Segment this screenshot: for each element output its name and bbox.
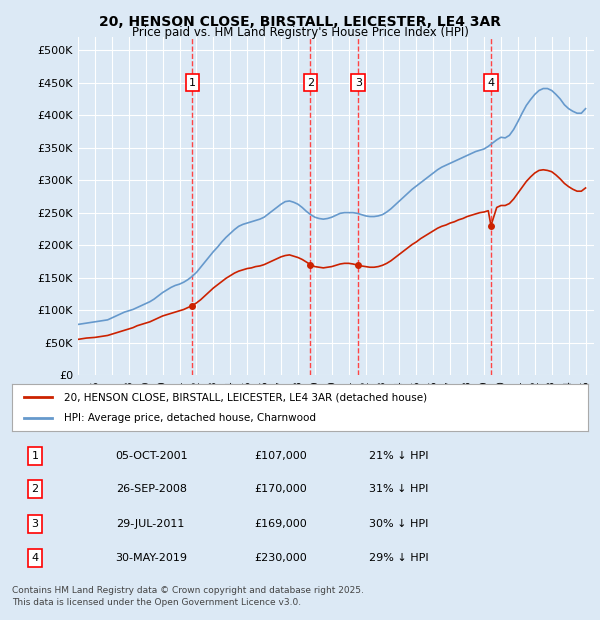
Text: 2: 2 bbox=[31, 484, 38, 494]
Text: 31% ↓ HPI: 31% ↓ HPI bbox=[369, 484, 428, 494]
Text: 30-MAY-2019: 30-MAY-2019 bbox=[116, 553, 188, 563]
Text: 05-OCT-2001: 05-OCT-2001 bbox=[116, 451, 188, 461]
Text: £169,000: £169,000 bbox=[254, 520, 307, 529]
Text: 29% ↓ HPI: 29% ↓ HPI bbox=[369, 553, 429, 563]
Text: 4: 4 bbox=[487, 78, 494, 87]
Text: Price paid vs. HM Land Registry's House Price Index (HPI): Price paid vs. HM Land Registry's House … bbox=[131, 26, 469, 39]
Text: HPI: Average price, detached house, Charnwood: HPI: Average price, detached house, Char… bbox=[64, 413, 316, 423]
Text: 20, HENSON CLOSE, BIRSTALL, LEICESTER, LE4 3AR: 20, HENSON CLOSE, BIRSTALL, LEICESTER, L… bbox=[99, 16, 501, 30]
Text: 3: 3 bbox=[355, 78, 362, 87]
Text: 30% ↓ HPI: 30% ↓ HPI bbox=[369, 520, 428, 529]
Text: 21% ↓ HPI: 21% ↓ HPI bbox=[369, 451, 428, 461]
Text: 20, HENSON CLOSE, BIRSTALL, LEICESTER, LE4 3AR (detached house): 20, HENSON CLOSE, BIRSTALL, LEICESTER, L… bbox=[64, 392, 427, 402]
Text: 4: 4 bbox=[31, 553, 38, 563]
Text: Contains HM Land Registry data © Crown copyright and database right 2025.
This d: Contains HM Land Registry data © Crown c… bbox=[12, 586, 364, 608]
Text: 29-JUL-2011: 29-JUL-2011 bbox=[116, 520, 184, 529]
Text: £230,000: £230,000 bbox=[254, 553, 307, 563]
Text: 1: 1 bbox=[32, 451, 38, 461]
Text: 26-SEP-2008: 26-SEP-2008 bbox=[116, 484, 187, 494]
Text: £107,000: £107,000 bbox=[254, 451, 307, 461]
Text: £170,000: £170,000 bbox=[254, 484, 307, 494]
Text: 1: 1 bbox=[189, 78, 196, 87]
Text: 2: 2 bbox=[307, 78, 314, 87]
Text: 3: 3 bbox=[32, 520, 38, 529]
